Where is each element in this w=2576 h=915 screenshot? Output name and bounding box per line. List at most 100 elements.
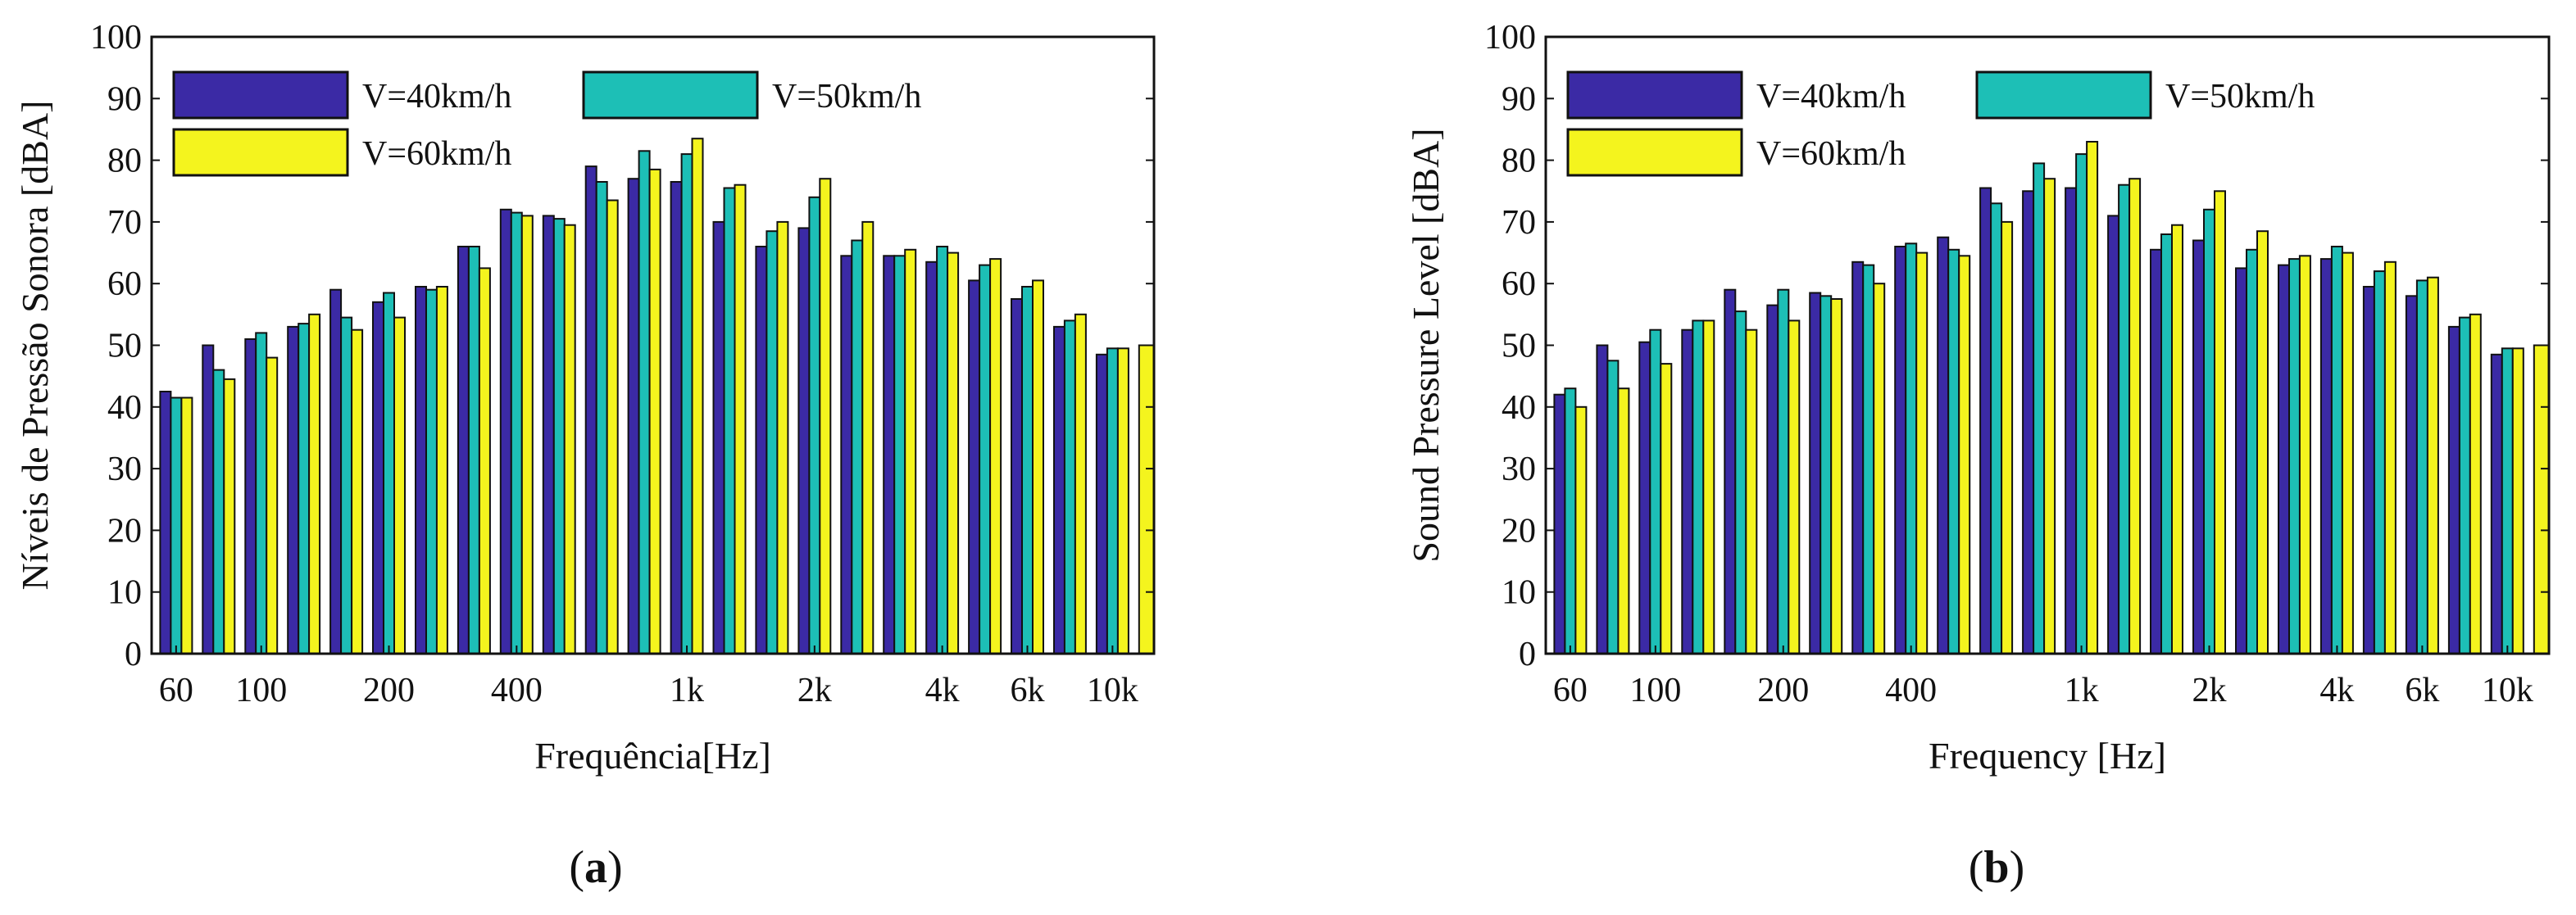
bar-v-60km-h-100 — [266, 356, 279, 655]
bar-v-40km-h-630 — [1979, 187, 1992, 655]
bar-v-50km-h-6.3k — [2415, 279, 2428, 655]
bar-v-50km-h-10k — [2501, 347, 2514, 655]
bar-v-50km-h-8k — [1063, 319, 1076, 655]
bar-v-40km-h-160 — [1724, 288, 1737, 655]
bar-v-60km-h-10k — [1116, 347, 1129, 655]
x-tick-label: 1k — [2065, 672, 2099, 709]
bar-v-50km-h-1k — [2075, 153, 2088, 655]
y-tick-label: 0 — [1519, 636, 1536, 673]
bar-v-60km-h-100 — [1660, 363, 1673, 655]
legend-label: V=60km/h — [1756, 135, 1906, 173]
bar-v-60km-h-6.3k — [2426, 276, 2439, 655]
bar-v-60km-h-3.15k — [904, 248, 917, 655]
bar-v-40km-h-1.6k — [2150, 248, 2162, 655]
bar-v-40km-h-160 — [329, 288, 343, 655]
bar-v-50km-h-80 — [212, 369, 225, 655]
bar-v-40km-h-10k — [2490, 353, 2503, 655]
bar-v-40km-h-2k — [797, 227, 811, 655]
bar-v-40km-h-6.3k — [2405, 295, 2418, 655]
bar-v-60km-h-63 — [1574, 405, 1588, 655]
bar-v-60km-h-800 — [648, 168, 661, 655]
y-tick-label: 80 — [1502, 143, 1536, 180]
bar-v-60km-h-125 — [308, 313, 321, 655]
x-tick-label: 2k — [797, 672, 832, 709]
bar-v-60km-h-400 — [1915, 251, 1929, 655]
y-tick-label: 40 — [107, 389, 142, 427]
bar-v-40km-h-3.15k — [2278, 264, 2290, 655]
y-axis-label: Níveis de Pressão Sonora [dBA] — [14, 101, 56, 591]
bar-v-40km-h-63 — [1553, 393, 1566, 655]
y-tick-label: 30 — [107, 451, 142, 488]
bar-v-40km-h-400 — [499, 208, 512, 655]
panel-label-letter: b — [1983, 842, 2009, 893]
bar-v-50km-h-4k — [2330, 246, 2343, 655]
x-tick-label: 10k — [1087, 672, 1138, 709]
bar-v-40km-h-315 — [1851, 260, 1865, 655]
bar-v-60km-h-630 — [2001, 220, 2014, 655]
bar-v-40km-h-200 — [372, 301, 384, 655]
legend-label: V=50km/h — [772, 78, 921, 116]
bar-v-40km-h-125 — [1681, 328, 1694, 655]
bar-v-40km-h-2.5k — [2235, 267, 2247, 655]
y-tick-label: 100 — [1484, 19, 1536, 57]
bar-v-50km-h-3.15k — [2288, 258, 2301, 655]
y-tick-label: 0 — [125, 636, 142, 673]
bar-v-50km-h-200 — [1777, 288, 1790, 655]
y-tick-label: 50 — [107, 328, 142, 365]
bar-v-60km-h-5k — [2383, 260, 2397, 655]
y-axis-label: Sound Pressure Level [dBA] — [1405, 128, 1447, 562]
bar-v-60km-h-160 — [1745, 328, 1758, 655]
bar-v-40km-h-4k — [925, 260, 938, 655]
bar-v-50km-h-5k — [979, 264, 992, 655]
legend-label: V=40km/h — [362, 78, 511, 116]
legend-label: V=40km/h — [1756, 78, 1906, 116]
bar-v-50km-h-1.6k — [766, 230, 779, 655]
y-tick-label: 90 — [1502, 80, 1536, 118]
legend-swatch — [172, 70, 349, 120]
x-tick-label: 1k — [670, 672, 704, 709]
bar-v-60km-h-4k — [947, 251, 960, 655]
bar-v-40km-h-10k — [1095, 353, 1108, 655]
bar-v-40km-h-4k — [2319, 258, 2333, 655]
bar-v-60km-h-200 — [1788, 319, 1801, 655]
bar-v-50km-h-250 — [1820, 295, 1833, 655]
x-tick-label: 6k — [2405, 672, 2439, 709]
bar-v-60km-h-315 — [1873, 283, 1886, 655]
bar-v-50km-h-400 — [510, 211, 523, 655]
x-tick-label: 200 — [363, 672, 415, 709]
bar-v-50km-h-200 — [383, 292, 395, 655]
bar-v-60km-h-4k — [2341, 251, 2354, 655]
panel-label-open: ( — [1969, 842, 1984, 893]
x-tick-label: 200 — [1757, 672, 1809, 709]
bar-v-50km-h-2.5k — [2246, 248, 2258, 655]
bar-v-50km-h-160 — [340, 316, 353, 655]
panel-label-open: ( — [569, 842, 584, 893]
bar-v-50km-h-80 — [1606, 360, 1620, 655]
x-tick-label: 100 — [235, 672, 287, 709]
bar-v-60km-h-1.25k — [734, 183, 747, 655]
bar-v-40km-h-80 — [1596, 344, 1609, 655]
bar-v-50km-h-4k — [936, 246, 949, 655]
bar-v-50km-h-2k — [808, 196, 821, 655]
x-axis-label: Frequência[Hz] — [534, 735, 771, 777]
y-tick-label: 80 — [107, 143, 142, 180]
bar-v-40km-h-6.3k — [1011, 298, 1023, 655]
bar-v-60km-h-1k — [2086, 141, 2099, 655]
bar-v-60km-h-5k — [989, 258, 1002, 655]
bar-v-50km-h-400 — [1905, 242, 1918, 655]
bar-v-40km-h-125 — [287, 325, 300, 655]
bar-v-50km-h-125 — [298, 323, 311, 655]
bar-v-40km-h-2.5k — [840, 255, 853, 655]
panel-label-close: ) — [607, 842, 623, 893]
bar-v-60km-h-250 — [1830, 298, 1843, 655]
bar-v-50km-h-315 — [1862, 264, 1875, 655]
bar-v-50km-h-1.6k — [2160, 233, 2173, 655]
legend-swatch — [1566, 70, 1743, 120]
bar-v-50km-h-100 — [255, 332, 268, 655]
bar-v-60km-h-800 — [2043, 178, 2056, 655]
bar-v-40km-h-1k — [2065, 187, 2078, 655]
bar-v-50km-h-1.25k — [723, 187, 736, 655]
bar-v-60km-h-160 — [351, 328, 364, 655]
legend-swatch — [172, 128, 349, 177]
bar-v-40km-h-1.25k — [712, 220, 725, 655]
